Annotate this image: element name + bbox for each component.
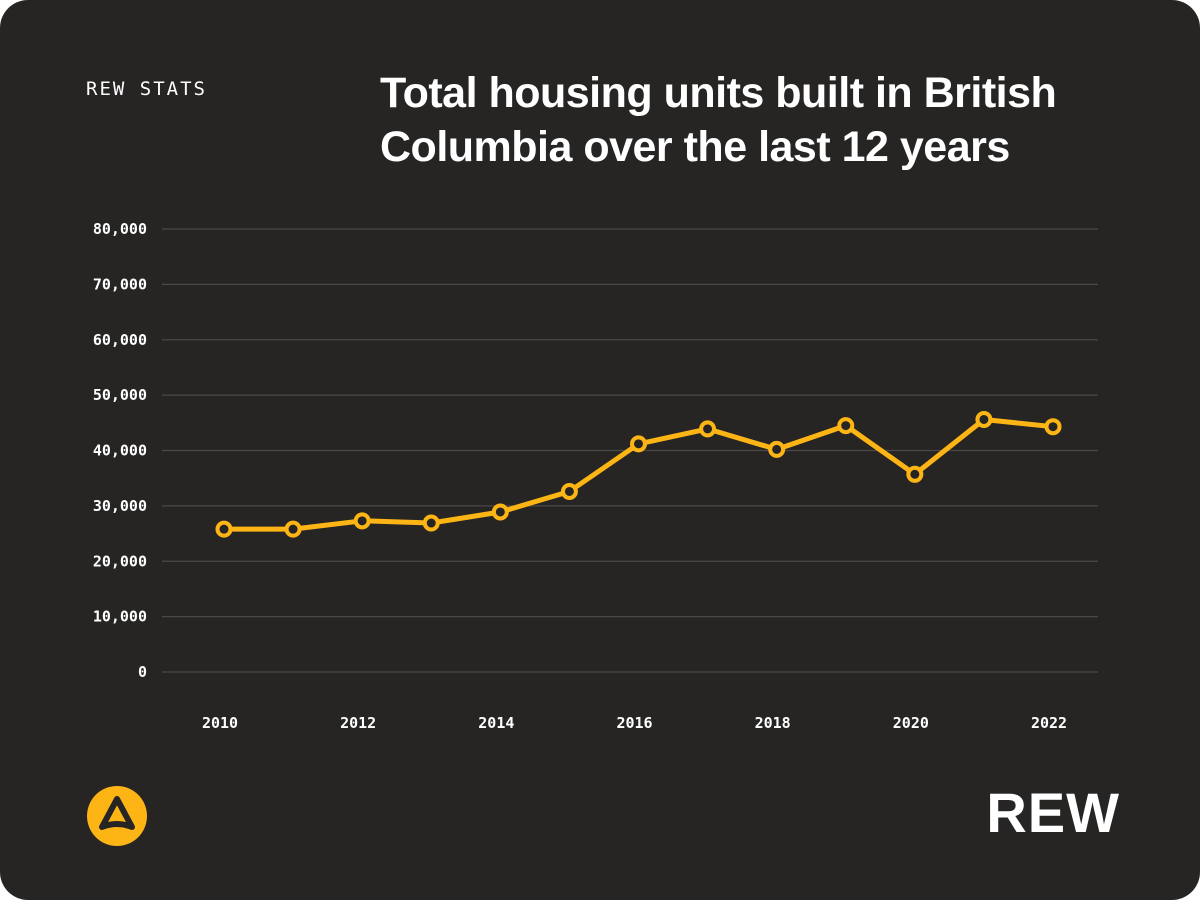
data-point xyxy=(284,520,302,538)
data-point xyxy=(422,514,440,532)
y-tick-label: 20,000 xyxy=(93,552,147,570)
y-axis-ticks: 0 10,000 20,000 30,000 40,000 50,000 60,000 70,… xyxy=(93,220,147,681)
y-tick-label: 80,000 xyxy=(93,220,147,238)
data-point xyxy=(630,435,647,453)
rew-wordmark: REW xyxy=(986,781,1120,844)
data-point xyxy=(560,482,578,500)
series-layer xyxy=(215,410,1062,538)
y-tick-label: 30,000 xyxy=(93,497,147,515)
data-point xyxy=(1044,418,1062,436)
data-point xyxy=(699,420,717,438)
y-tick-label: 50,000 xyxy=(93,386,147,404)
data-point xyxy=(353,512,371,530)
brand-label: REW STATS xyxy=(86,78,207,100)
x-tick-label: 2020 xyxy=(893,714,929,732)
data-point xyxy=(837,417,855,435)
y-tick-label: 40,000 xyxy=(93,442,147,460)
rew-triangle-logo-icon xyxy=(87,786,147,846)
x-tick-label: 2022 xyxy=(1031,714,1067,732)
x-tick-label: 2014 xyxy=(478,714,514,732)
x-tick-label: 2016 xyxy=(616,714,652,732)
y-tick-label: 60,000 xyxy=(93,331,147,349)
x-tick-label: 2012 xyxy=(340,714,376,732)
y-tick-label: 10,000 xyxy=(93,608,147,626)
data-point xyxy=(215,520,233,538)
data-point xyxy=(906,465,924,483)
x-tick-label: 2010 xyxy=(202,714,238,732)
x-tick-label: 2018 xyxy=(755,714,791,732)
y-tick-label: 70,000 xyxy=(93,275,147,293)
chart-title: Total housing units built in British Col… xyxy=(380,69,1057,171)
data-point xyxy=(491,503,509,521)
x-axis-ticks: 2010 2012 2014 2016 2018 2020 2022 xyxy=(202,714,1067,732)
data-point xyxy=(975,410,993,428)
y-tick-label: 0 xyxy=(138,663,147,681)
data-point xyxy=(768,440,786,458)
